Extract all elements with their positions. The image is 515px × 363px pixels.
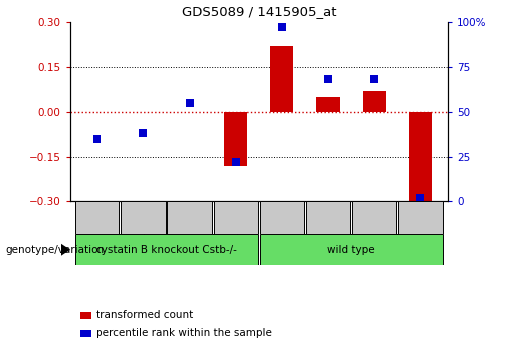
Bar <box>260 234 442 265</box>
Polygon shape <box>61 244 70 256</box>
Bar <box>214 201 258 234</box>
Title: GDS5089 / 1415905_at: GDS5089 / 1415905_at <box>182 5 336 18</box>
Bar <box>75 201 119 234</box>
Bar <box>363 91 386 112</box>
Text: percentile rank within the sample: percentile rank within the sample <box>96 328 272 338</box>
Bar <box>409 112 432 201</box>
Bar <box>270 46 294 112</box>
Text: cystatin B knockout Cstb-/-: cystatin B knockout Cstb-/- <box>96 245 237 254</box>
Bar <box>352 201 397 234</box>
Bar <box>306 201 350 234</box>
Bar <box>80 312 91 319</box>
Text: wild type: wild type <box>328 245 375 254</box>
Bar <box>260 201 304 234</box>
Point <box>416 195 424 201</box>
Point <box>370 76 379 82</box>
Point <box>139 130 147 136</box>
Point <box>278 24 286 30</box>
Bar <box>121 201 165 234</box>
Point <box>93 136 101 142</box>
Bar <box>317 97 339 112</box>
Text: genotype/variation: genotype/variation <box>5 245 104 255</box>
Point <box>324 76 332 82</box>
Point <box>185 100 194 106</box>
Text: transformed count: transformed count <box>96 310 194 320</box>
Bar <box>80 330 91 337</box>
Bar <box>398 201 442 234</box>
Bar <box>224 112 247 166</box>
Bar <box>167 201 212 234</box>
Bar <box>75 234 258 265</box>
Point <box>232 159 240 165</box>
